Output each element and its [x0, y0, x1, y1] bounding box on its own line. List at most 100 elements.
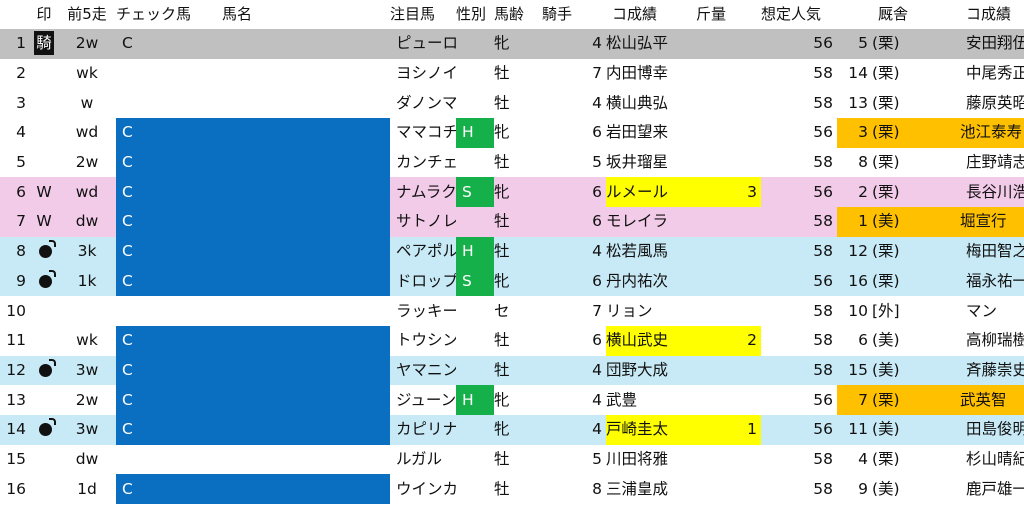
mark-cell: [30, 385, 58, 415]
header-trainer: 厩舎: [878, 5, 909, 23]
prev5-cell: 1k: [77, 271, 97, 290]
trainer-name: 杉山晴紀: [966, 449, 1024, 468]
check-cell-fill: [216, 147, 390, 178]
sex-cell: 牝: [494, 123, 510, 142]
age-cell: 6: [592, 271, 602, 290]
sex-cell: 牡: [494, 479, 510, 498]
row-number: 14: [6, 420, 26, 439]
prev5-cell: wk: [76, 331, 98, 350]
row-number: 4: [16, 123, 26, 142]
prev5-cell: 2w: [75, 153, 99, 172]
prev5-cell: 2w: [75, 390, 99, 409]
sex-cell: 牝: [494, 271, 510, 290]
header-age: 馬齢: [494, 5, 525, 23]
focus-cell: [456, 296, 494, 326]
sex-cell: 牡: [494, 331, 510, 350]
mark-cell: W: [36, 182, 52, 201]
mark-badge: 騎: [34, 31, 54, 56]
check-cell: C: [116, 325, 216, 356]
table-row: 10ラッキースワイネスセ7リョン5810[外]マン: [0, 296, 1024, 326]
jockey-name: 横山典弘: [606, 93, 669, 112]
sex-cell: 牡: [494, 449, 510, 468]
jockey-name: ルメール: [606, 177, 696, 208]
weight-cell: 58: [813, 153, 833, 172]
jockey-record: [696, 474, 761, 504]
check-cell: C: [116, 266, 216, 297]
check-cell-fill: [216, 29, 390, 59]
jockey-record: 2: [696, 325, 761, 356]
region-cell: (栗): [872, 93, 900, 112]
row-number: 16: [6, 479, 26, 498]
jockey-record: [696, 385, 761, 415]
popularity-cell: 1: [837, 207, 872, 237]
trainer-name: 斉藤崇史: [966, 360, 1024, 379]
check-cell-fill: [216, 236, 390, 267]
header-jockey-record: コ成績: [612, 5, 658, 23]
weight-cell: 58: [813, 360, 833, 379]
horse-name: ヨシノイースター: [396, 64, 456, 83]
jockey-record: [696, 207, 761, 237]
weight-cell: 56: [813, 271, 833, 290]
jockey-name: 松山弘平: [606, 34, 669, 53]
popularity-cell: 7: [837, 385, 872, 415]
jockey-record: [696, 445, 761, 475]
trainer-name: 庄野靖志: [966, 153, 1024, 172]
row-number: 8: [16, 242, 26, 261]
check-cell-fill: [216, 445, 390, 475]
prev5-cell: wk: [76, 64, 98, 83]
jockey-record: [696, 59, 761, 89]
region-cell: (栗): [872, 118, 960, 148]
age-cell: 6: [592, 331, 602, 350]
popularity-cell: 6: [858, 331, 868, 350]
header-horse-name: 馬名: [222, 5, 253, 23]
jockey-name: 武豊: [606, 390, 638, 409]
row-number: 10: [6, 301, 26, 320]
jockey-record: [696, 356, 761, 386]
mark-cell: [30, 415, 58, 445]
focus-cell: [456, 356, 494, 386]
mark-cell: [30, 267, 58, 297]
check-cell-fill: [216, 474, 390, 504]
check-cell: C: [122, 34, 133, 53]
trainer-name: 長谷川浩: [966, 182, 1024, 201]
sex-cell: 牝: [494, 390, 510, 409]
region-cell: (美): [872, 331, 900, 350]
mark-cell: [30, 148, 58, 178]
popularity-cell: 2: [858, 182, 868, 201]
horse-name: ペアポルックス: [396, 242, 456, 261]
weight-cell: 56: [813, 420, 833, 439]
row-number: 13: [6, 390, 26, 409]
header-focus-horse: 注目馬: [390, 5, 436, 23]
bomb-icon: [38, 240, 56, 259]
popularity-cell: 9: [858, 479, 868, 498]
trainer-name: 藤原英昭: [966, 93, 1024, 112]
popularity-cell: 11: [848, 420, 868, 439]
prev5-cell: 3w: [75, 420, 99, 439]
age-cell: 7: [592, 64, 602, 83]
row-number: 3: [16, 93, 26, 112]
sex-cell: 牝: [494, 182, 510, 201]
table-row: 4wdCママコチャH牝6岩田望来563(栗)池江泰寿1: [0, 118, 1024, 148]
horse-name: サトノレーヴ: [396, 212, 456, 231]
age-cell: 7: [592, 301, 602, 320]
check-cell: C: [116, 414, 216, 445]
age-cell: 4: [592, 93, 602, 112]
weight-cell: 58: [813, 242, 833, 261]
check-cell: C: [116, 118, 216, 148]
age-cell: 4: [592, 420, 602, 439]
table-row: 7WdwCサトノレーヴ牡6モレイラ581(美)堀宣行3: [0, 207, 1024, 237]
focus-cell: S: [456, 177, 494, 208]
trainer-name: 安田翔伍: [966, 34, 1024, 53]
sex-cell: 牡: [494, 64, 510, 83]
region-cell: (栗): [872, 449, 900, 468]
focus-cell: [456, 445, 494, 475]
row-number: 7: [16, 212, 26, 231]
focus-cell: H: [456, 118, 494, 148]
region-cell: (栗): [872, 34, 900, 53]
prev5-cell: w: [80, 93, 94, 112]
check-cell: [116, 59, 216, 89]
row-number: 5: [16, 153, 26, 172]
